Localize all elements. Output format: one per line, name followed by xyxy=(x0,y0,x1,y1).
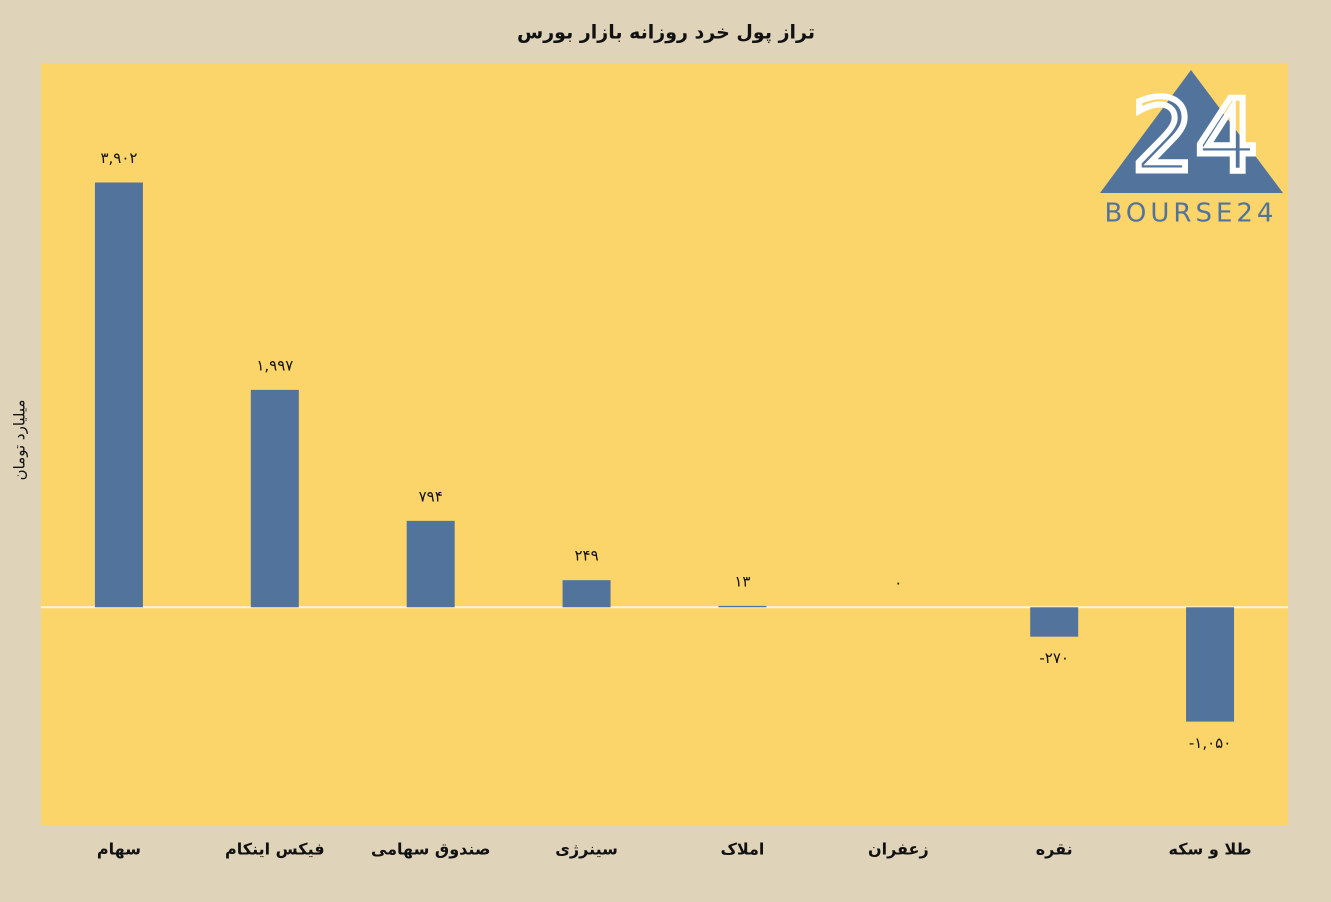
x-tick-label: سینرژی xyxy=(555,840,618,859)
bar xyxy=(1030,607,1079,637)
x-tick-label: سهام xyxy=(97,840,141,859)
value-label: ۱۳ xyxy=(734,572,750,590)
x-tick-label: نقره xyxy=(1036,840,1073,859)
value-label: ۳,۹۰۲ xyxy=(100,149,137,167)
logo-triangle xyxy=(1100,70,1283,193)
value-label: ۰ xyxy=(894,574,902,592)
x-tick-label: صندوق سهامی xyxy=(371,840,490,859)
value-label: -۲۷۰ xyxy=(1039,649,1069,667)
x-tick-label: طلا و سکه xyxy=(1169,840,1252,859)
bar xyxy=(718,605,767,608)
chart-title: تراز پول خرد روزانه بازار بورس xyxy=(517,22,815,44)
value-label: ۷۹۴ xyxy=(419,487,443,505)
x-tick-label: املاک xyxy=(720,840,764,859)
bar xyxy=(94,182,143,608)
value-label: -۱,۰۵۰ xyxy=(1189,734,1231,752)
logo: 24 BOURSE24 xyxy=(1100,70,1283,229)
y-axis-label: میلیارد تومان xyxy=(11,400,29,481)
value-label: ۲۴۹ xyxy=(574,547,598,565)
x-tick-label: زعفران xyxy=(868,840,929,859)
bar xyxy=(562,580,611,608)
logo-mark: 24 xyxy=(1131,77,1258,194)
logo-text: BOURSE24 xyxy=(1105,199,1278,229)
x-tick-label: فیکس اینکام xyxy=(225,840,325,859)
bar xyxy=(406,520,455,608)
value-label: ۱,۹۹۷ xyxy=(256,356,293,374)
bar xyxy=(250,389,299,608)
bar xyxy=(1186,607,1235,722)
plot-area xyxy=(41,63,1288,825)
